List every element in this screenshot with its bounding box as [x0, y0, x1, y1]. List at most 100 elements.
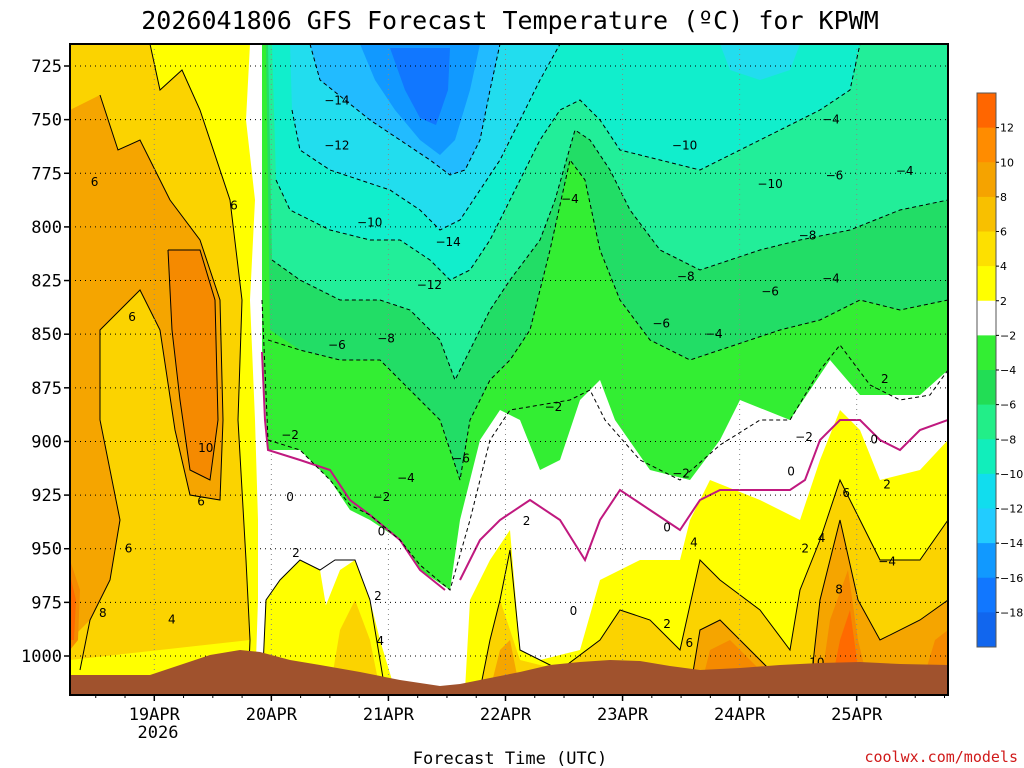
contour-label: 6 — [91, 175, 99, 189]
contour-label: 2 — [881, 372, 889, 386]
contour-label: −6 — [826, 168, 844, 182]
contour-label: −4 — [705, 327, 723, 341]
y-tick-label: 825 — [31, 272, 62, 292]
fill-warm-mid-4 — [330, 600, 380, 690]
y-tick-label: 1000 — [21, 647, 62, 667]
contour-label: −6 — [761, 284, 779, 298]
contour-label: −10 — [757, 177, 782, 191]
colorbar-label: −12 — [1000, 503, 1023, 516]
contour-label: −12 — [417, 278, 442, 292]
colorbar-label: −8 — [1000, 433, 1016, 446]
contour-label: −6 — [328, 338, 346, 352]
x-tick-label: 21APR — [363, 705, 415, 725]
y-tick-label: 975 — [31, 593, 62, 613]
contour-minus4 — [267, 158, 948, 481]
fill-warm-left-12 — [70, 575, 76, 640]
contour-label: 4 — [168, 613, 176, 627]
x-tick-label: 20APR — [246, 705, 298, 725]
contour-label: −2 — [281, 428, 299, 442]
contour-label: 0 — [570, 604, 578, 618]
colorbar-swatch — [977, 508, 996, 544]
contour-label: −8 — [677, 269, 695, 283]
colorbar-label: −4 — [1000, 364, 1016, 377]
colorbar-swatch — [977, 162, 996, 198]
contour-label: 6 — [685, 636, 693, 650]
contour-label: 6 — [230, 198, 238, 212]
contour-label: −4 — [822, 271, 840, 285]
colorbar-swatch — [977, 577, 996, 613]
fill-cold-minus18 — [390, 48, 450, 125]
contour-plus2 — [261, 559, 386, 691]
credit-link[interactable]: coolwx.com/models — [864, 748, 1018, 766]
x-axis-label: Forecast Time (UTC) — [413, 749, 607, 768]
fill-warm-left-10 — [70, 250, 218, 650]
colorbar-label: −18 — [1000, 606, 1023, 619]
contour-label: −4 — [822, 113, 840, 127]
colorbar: 12 10 8 6 4 2 −2 −4 −6 −8 −10 −12 −14 −16 −18 — [976, 92, 1023, 648]
contour-minus8 — [275, 44, 861, 281]
contour-label: 6 — [842, 486, 850, 500]
contour-label: 0 — [378, 525, 386, 539]
contour-label: 2 — [523, 514, 531, 528]
x-tick-label: 24APR — [714, 705, 766, 725]
contour-label: 8 — [99, 606, 107, 620]
contour-minus12 — [309, 44, 501, 176]
contour-left-a — [149, 44, 251, 691]
y-tick-label: 775 — [31, 164, 62, 184]
y-tick-label: 850 — [31, 325, 62, 345]
plot-area: −14−12−10−14−12−6 −8−2−4−6−2002242−2−40−1… — [21, 43, 949, 725]
contour-label: −2 — [795, 430, 813, 444]
contour-plus6b — [809, 519, 948, 691]
contour-label: 0 — [286, 490, 294, 504]
colorbar-swatch — [977, 404, 996, 440]
x-tick-label: 25APR — [831, 705, 883, 725]
colorbar-swatch — [977, 93, 996, 129]
contour-label: 2 — [663, 617, 671, 631]
contour-minus2 — [261, 299, 948, 591]
contour-label: −2 — [672, 467, 690, 481]
contour-label: −4 — [878, 555, 896, 569]
colorbar-label: 12 — [1000, 122, 1014, 135]
contour-label: 4 — [818, 531, 826, 545]
y-tick-label: 925 — [31, 486, 62, 506]
contour-label: −2 — [545, 400, 563, 414]
y-axis: 725 750 775 800 825 850 875 900 925 950 975 1000 — [21, 57, 70, 667]
contour-label: 8 — [835, 582, 843, 596]
contour-label: 4 — [690, 535, 698, 549]
y-tick-label: 950 — [31, 540, 62, 560]
contour-label: 4 — [376, 634, 384, 648]
colorbar-swatch — [977, 439, 996, 475]
colorbar-label: 10 — [1000, 156, 1014, 169]
colorbar-swatch — [977, 196, 996, 232]
x-grid — [153, 44, 858, 695]
contour-label: −2 — [373, 490, 391, 504]
y-tick-label: 750 — [31, 111, 62, 131]
y-tick-label: 725 — [31, 57, 62, 77]
plot-frame — [69, 43, 949, 696]
colorbar-swatch — [977, 266, 996, 302]
contour-plus4 — [479, 478, 948, 691]
y-tick-label: 900 — [31, 432, 62, 452]
colorbar-swatch — [977, 473, 996, 509]
contour-label: −4 — [896, 164, 914, 178]
colorbar-swatch — [977, 300, 996, 336]
contour-label: −10 — [357, 216, 382, 230]
contour-label: 2 — [801, 542, 809, 556]
contour-label: −6 — [652, 316, 670, 330]
terrain — [70, 650, 948, 695]
contour-left-b — [79, 94, 224, 671]
contour-label: −4 — [397, 471, 415, 485]
fill-warm-left-8 — [70, 95, 223, 640]
colorbar-label: −2 — [1000, 329, 1016, 342]
x-tick-label: 19APR — [129, 705, 181, 725]
contour-label: 0 — [870, 432, 878, 446]
y-tick-label: 875 — [31, 379, 62, 399]
y-tick-label: 800 — [31, 218, 62, 238]
contour-label: 6 — [125, 542, 133, 556]
contour-label: −14 — [324, 93, 349, 107]
contour-label: −8 — [799, 228, 817, 242]
contour-labels: −14−12−10−14−12−6 −8−2−4−6−2002242−2−40−1… — [91, 93, 914, 669]
colorbar-label: 4 — [1000, 260, 1007, 273]
x-tick-year: 2026 — [138, 723, 179, 743]
